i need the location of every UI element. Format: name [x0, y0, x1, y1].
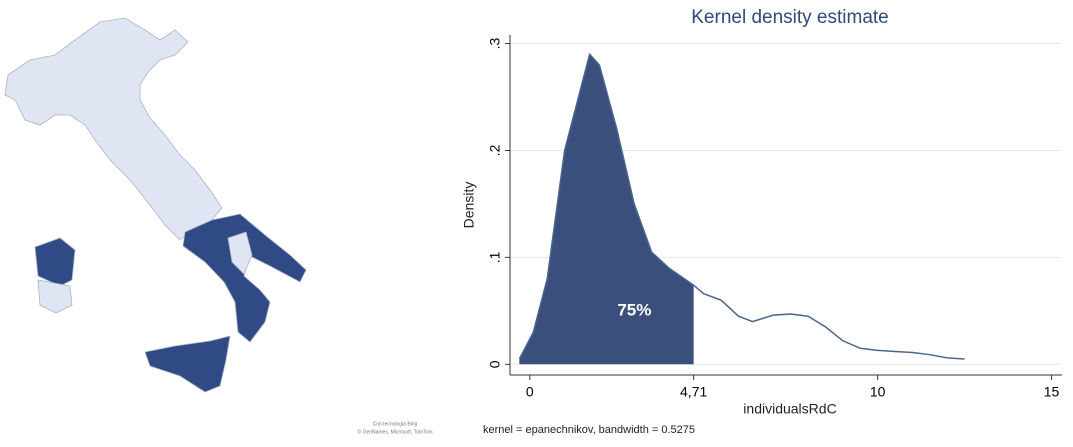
y-tick-label: .3 — [487, 38, 503, 50]
map-credit: © GeoNames, Microsoft, TomTom — [358, 428, 433, 435]
region-sicily — [144, 335, 231, 393]
y-tick-label: .2 — [487, 144, 503, 156]
region-north — [4, 17, 223, 241]
x-tick-label: 0 — [526, 384, 534, 400]
region-south — [182, 213, 307, 343]
chart-note: kernel = epanechnikov, bandwidth = 0.527… — [483, 424, 695, 436]
y-tick-label: .1 — [487, 251, 503, 263]
shaded-area — [519, 54, 694, 365]
chart-title: Kernel density estimate — [691, 7, 889, 28]
x-tick-label: 10 — [870, 384, 886, 400]
map-credit: Con tecnologia Bing — [373, 421, 418, 427]
y-tick-label: 0 — [487, 360, 503, 368]
x-axis-label: individualsRdC — [743, 401, 836, 417]
region-sardinia-north — [34, 237, 76, 287]
italy-map — [4, 17, 307, 393]
x-tick-label: 4,71 — [680, 384, 707, 400]
region-sardinia-south — [37, 279, 73, 314]
y-axis-label: Density — [461, 182, 477, 229]
x-tick-label: 15 — [1044, 384, 1060, 400]
density-line — [518, 52, 965, 360]
region-basilicata — [227, 231, 253, 275]
area-annotation: 75% — [617, 300, 651, 319]
